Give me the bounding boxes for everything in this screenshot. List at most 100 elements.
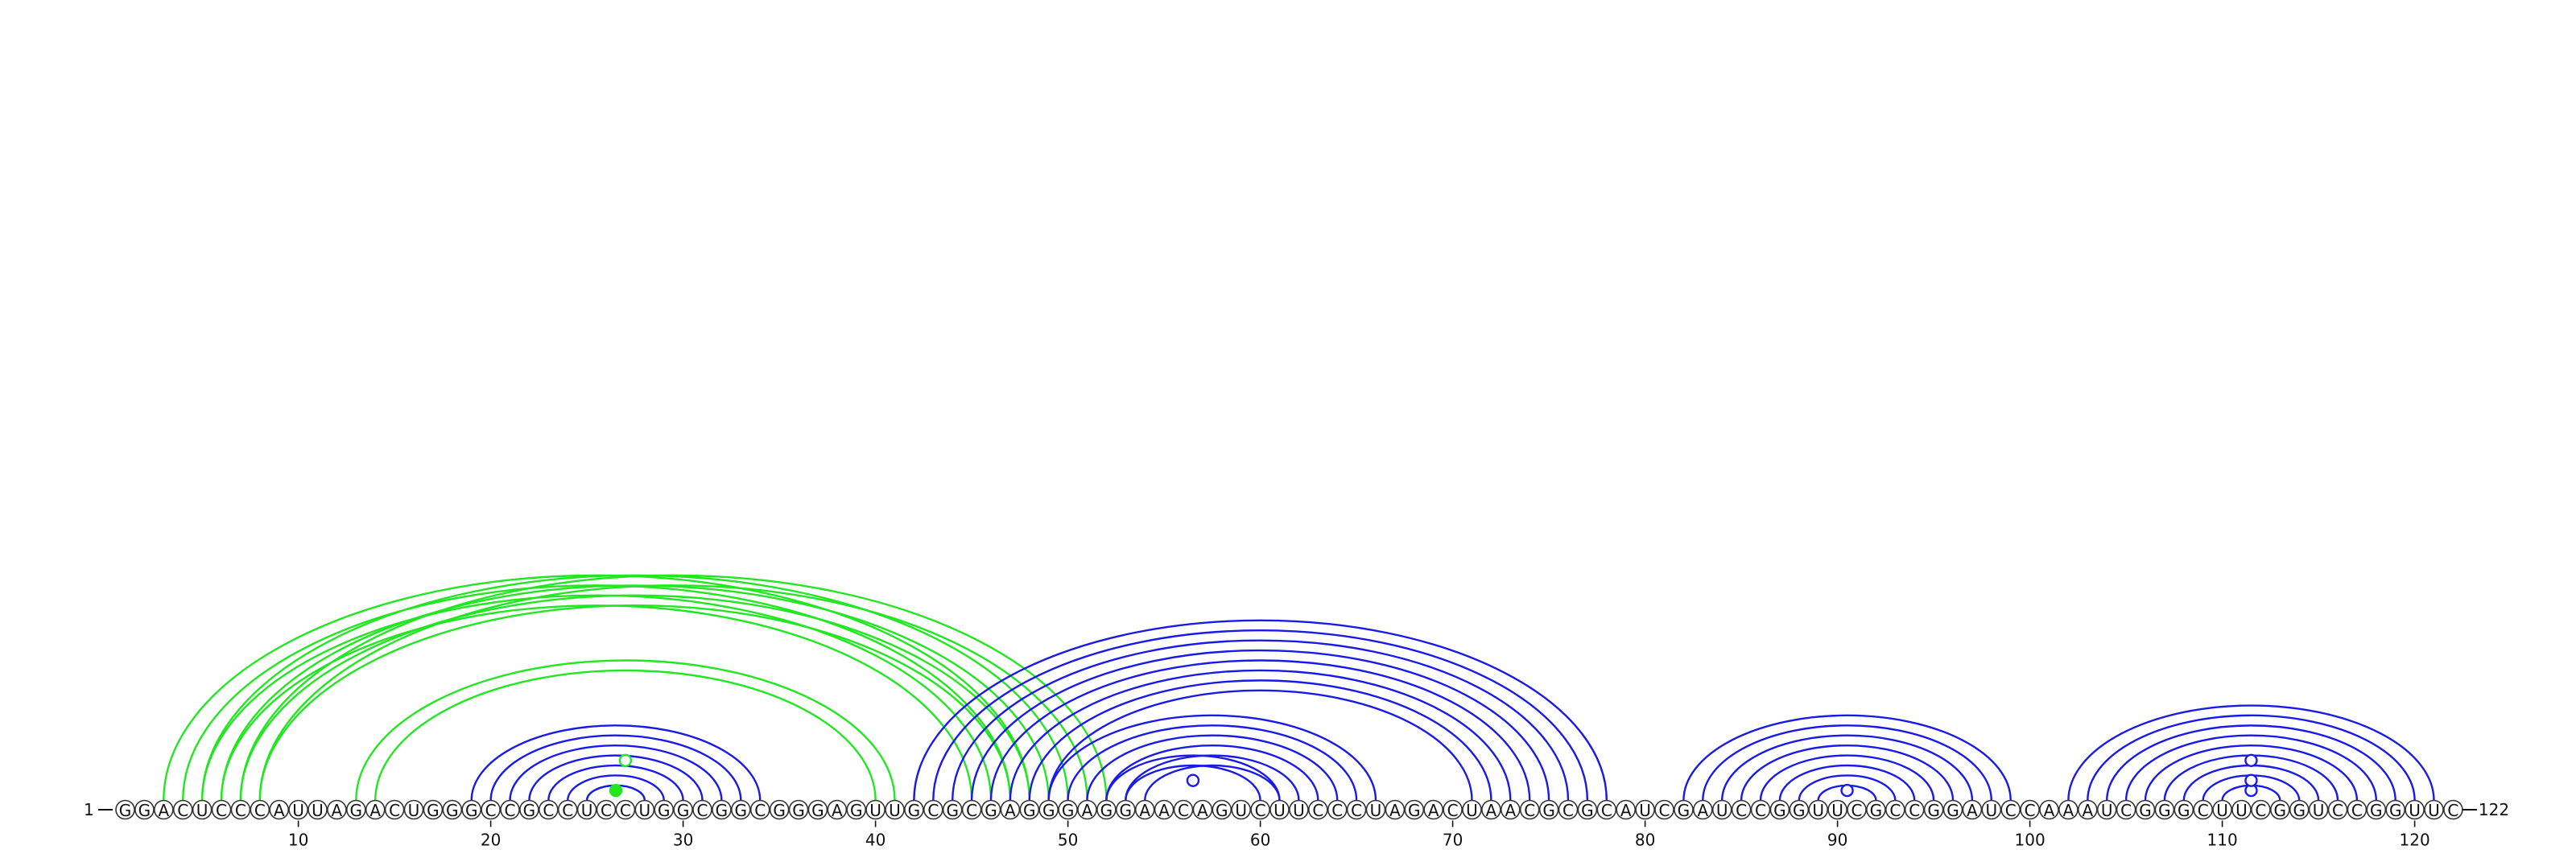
- nucleotide-letter: C: [1563, 801, 1574, 820]
- nucleotide-circle: [2096, 799, 2117, 820]
- nucleotide: A: [1000, 799, 1021, 820]
- nucleotide-circle: [519, 799, 539, 820]
- nucleotide-letter: G: [523, 801, 536, 820]
- marker-dot: [618, 753, 633, 767]
- tick-label: 100: [2015, 831, 2046, 850]
- nucleotide-circle: [712, 799, 732, 820]
- nucleotide: G: [134, 799, 155, 820]
- nucleotide-circle: [1173, 799, 1194, 820]
- base-pair-arc: [547, 764, 684, 801]
- nucleotide-circle: [1365, 799, 1386, 820]
- nucleotide: G: [1116, 799, 1136, 820]
- nucleotide-letter: C: [2351, 801, 2363, 820]
- nucleotide: U: [2424, 799, 2444, 820]
- nucleotide-circle: [1231, 799, 1251, 820]
- nucleotide-circle: [2154, 799, 2175, 820]
- nucleotide: G: [654, 799, 675, 820]
- nucleotide: U: [885, 799, 905, 820]
- nucleotide: U: [1981, 799, 2002, 820]
- tick-label: 70: [1443, 831, 1463, 850]
- nucleotide-letter: C: [2025, 801, 2036, 820]
- nucleotide: A: [365, 799, 386, 820]
- nucleotide-letter: G: [2293, 801, 2306, 820]
- tick-label: 20: [481, 831, 501, 850]
- nucleotide: G: [904, 799, 924, 820]
- nucleotide: C: [692, 799, 712, 820]
- nucleotide-circle: [615, 799, 636, 820]
- nucleotide: G: [2385, 799, 2405, 820]
- nucleotide: C: [2443, 799, 2463, 820]
- nucleotide-circle: [538, 799, 559, 820]
- nucleotide-circle: [1519, 799, 1540, 820]
- nucleotide-letter: C: [1736, 801, 1747, 820]
- nucleotide-circle: [769, 799, 790, 820]
- nucleotide-circle: [1154, 799, 1174, 820]
- nucleotide-letter: A: [1486, 801, 1497, 820]
- nucleotide-circle: [1674, 799, 1694, 820]
- nucleotide-circle: [1134, 799, 1155, 820]
- nucleotide: C: [1443, 799, 1463, 820]
- nucleotide: C: [211, 799, 232, 820]
- nucleotide-letter: U: [1812, 801, 1824, 820]
- nucleotide-circle: [1616, 799, 1636, 820]
- base-pair-arcs: [163, 574, 2435, 801]
- nucleotide-letter: C: [1255, 801, 1266, 820]
- nucleotide-circle: [1558, 799, 1579, 820]
- nucleotide-letter: C: [1852, 801, 1863, 820]
- nucleotide-letter: A: [1389, 801, 1401, 820]
- base-pair-arc: [258, 584, 1088, 801]
- nucleotide: A: [154, 799, 174, 820]
- nucleotide-letter: A: [158, 801, 169, 820]
- nucleotide-circle: [846, 799, 866, 820]
- nucleotide-letter: C: [2198, 801, 2209, 820]
- nucleotide: U: [1808, 799, 1828, 820]
- nucleotide: C: [1308, 799, 1328, 820]
- nucleotide-circle: [1346, 799, 1367, 820]
- nucleotide-letter: G: [427, 801, 440, 820]
- nucleotide: G: [1674, 799, 1694, 820]
- nucleotide-letter: A: [1158, 801, 1170, 820]
- nucleotide-circle: [345, 799, 366, 820]
- nucleotide-circle: [481, 799, 501, 820]
- nucleotide-letter: U: [889, 801, 901, 820]
- nucleotide-letter: C: [927, 801, 939, 820]
- nucleotide-letter: C: [389, 801, 400, 820]
- nucleotide: C: [172, 799, 193, 820]
- nucleotide: G: [1212, 799, 1232, 820]
- nucleotide-circle: [1827, 799, 1847, 820]
- base-pair-arc: [1721, 734, 1974, 801]
- base-pair-arc: [1125, 764, 1261, 801]
- nucleotide-letter: G: [1042, 801, 1055, 820]
- nucleotide-letter: A: [1005, 801, 1016, 820]
- nucleotide: U: [2405, 799, 2425, 820]
- nucleotide-letter: C: [216, 801, 227, 820]
- nucleotide: A: [1962, 799, 1983, 820]
- nucleotide-circle: [1847, 799, 1867, 820]
- base-pair-arc: [1740, 744, 1955, 801]
- marker-dot: [1186, 773, 1200, 787]
- nucleotide-letter: G: [119, 801, 132, 820]
- nucleotide-letter: C: [562, 801, 573, 820]
- nucleotide-letter: A: [1967, 801, 1978, 820]
- nucleotide-letter: G: [138, 801, 151, 820]
- nucleotide-letter: C: [1331, 801, 1343, 820]
- nucleotide-circle: [1538, 799, 1559, 820]
- base-pair-arc: [2067, 704, 2435, 801]
- base-pair-arc: [355, 659, 896, 801]
- nucleotide-letter: C: [1178, 801, 1189, 820]
- nucleotide: G: [423, 799, 444, 820]
- nucleotide-circle: [2193, 799, 2213, 820]
- nucleotide: C: [1731, 799, 1752, 820]
- nucleotide-circle: [2078, 799, 2098, 820]
- tick-label: 120: [2400, 831, 2430, 850]
- base-pair-arc: [489, 734, 742, 801]
- nucleotide-letter: A: [2082, 801, 2093, 820]
- nucleotide-letter: C: [1351, 801, 1362, 820]
- nucleotide-letter: G: [792, 801, 805, 820]
- nucleotide-circle: [1501, 799, 1521, 820]
- nucleotide-circle: [1885, 799, 1905, 820]
- nucleotide-circle: [1116, 799, 1136, 820]
- nucleotide: C: [230, 799, 251, 820]
- nucleotide: U: [192, 799, 213, 820]
- base-pair-arc: [528, 754, 704, 801]
